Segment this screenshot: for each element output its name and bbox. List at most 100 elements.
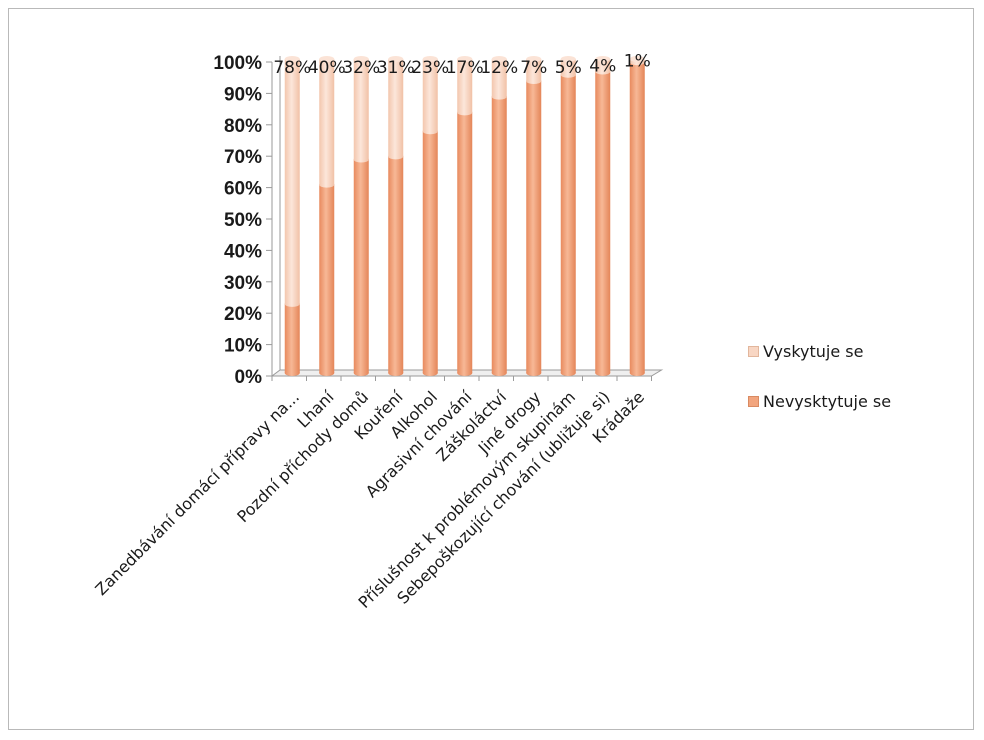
bar-vyskytuje <box>284 56 300 307</box>
legend-item-nevyskytuje: Nevysktytuje se <box>748 390 891 412</box>
bar-vyskytuje-body <box>526 59 542 81</box>
y-tick-label: 50% <box>224 210 262 231</box>
bar-vyskytuje-top <box>457 56 473 62</box>
bar-vyskytuje-body <box>284 59 300 304</box>
bar-nevyskytuje <box>422 128 438 376</box>
bar-vyskytuje-bottom <box>353 156 369 163</box>
bar-nevyskytuje <box>629 59 645 376</box>
y-tick-label: 80% <box>224 116 262 137</box>
bar-vyskytuje-body <box>491 59 507 97</box>
bar-vyskytuje-top <box>388 56 404 62</box>
legend-swatch-vyskytuje <box>748 345 759 357</box>
legend-label-vyskytuje: Vyskytuje se <box>763 341 864 361</box>
bar-nevyskytuje-body <box>457 112 473 373</box>
bar-vyskytuje <box>560 56 576 78</box>
data-label: 4% <box>589 56 616 76</box>
bar-vyskytuje-bottom <box>319 181 335 188</box>
legend-swatch-nevyskytuje <box>748 395 759 407</box>
bar-vyskytuje <box>319 56 335 188</box>
bar-vyskytuje-top <box>526 56 542 62</box>
y-tick-label: 90% <box>224 84 262 105</box>
y-tick-label: 30% <box>224 273 262 294</box>
bar-vyskytuje-top <box>629 56 645 62</box>
chart-area <box>8 8 974 730</box>
bar-vyskytuje <box>422 56 438 135</box>
data-label: 23% <box>411 58 449 78</box>
bar-nevyskytuje <box>284 300 300 376</box>
bar-nevyskytuje-bottom <box>422 370 438 376</box>
bar-vyskytuje-top <box>353 56 369 62</box>
bar-nevyskytuje-body <box>595 71 611 373</box>
data-label: 7% <box>520 58 547 78</box>
bar-nevyskytuje-bottom <box>629 370 645 376</box>
bar-vyskytuje <box>491 56 507 100</box>
bar-vyskytuje-bottom <box>284 300 300 307</box>
bar-nevyskytuje-body <box>422 131 438 373</box>
bar-nevyskytuje-body <box>388 156 404 373</box>
bar-vyskytuje-body <box>560 59 576 75</box>
bar-nevyskytuje-bottom <box>491 370 507 376</box>
bar-vyskytuje-top <box>595 56 611 62</box>
bar-nevyskytuje <box>457 109 473 376</box>
bar-nevyskytuje <box>526 77 542 376</box>
bar-vyskytuje-bottom <box>422 128 438 135</box>
bar-nevyskytuje <box>560 71 576 376</box>
bar-vyskytuje-top <box>319 56 335 62</box>
legend: Vyskytuje se Nevysktytuje se <box>748 340 891 440</box>
bar-nevyskytuje-bottom <box>388 370 404 376</box>
data-label: 32% <box>342 58 380 78</box>
data-label: 31% <box>377 58 415 78</box>
bar-nevyskytuje-body <box>491 96 507 374</box>
bar-vyskytuje-top <box>491 56 507 62</box>
bar-nevyskytuje-bottom <box>560 370 576 376</box>
bar-vyskytuje-top <box>284 56 300 62</box>
bar-nevyskytuje-body <box>284 303 300 373</box>
bar-nevyskytuje-bottom <box>353 370 369 376</box>
bar-vyskytuje-body <box>388 59 404 157</box>
bar-nevyskytuje <box>353 156 369 376</box>
bar-nevyskytuje <box>319 181 335 376</box>
bar-vyskytuje-body <box>353 59 369 160</box>
bar-vyskytuje <box>353 56 369 163</box>
y-tick-label: 40% <box>224 241 262 262</box>
bar-vyskytuje-top <box>560 56 576 62</box>
bar-vyskytuje <box>595 56 611 75</box>
bar-vyskytuje-body <box>422 59 438 132</box>
bar-vyskytuje-top <box>422 56 438 62</box>
bar-nevyskytuje-bottom <box>284 370 300 376</box>
bar-nevyskytuje-body <box>353 159 369 373</box>
bar-nevyskytuje <box>595 68 611 376</box>
y-tick-label: 10% <box>224 336 262 357</box>
bar-vyskytuje-bottom <box>388 153 404 160</box>
bar-nevyskytuje-body <box>319 184 335 373</box>
bars <box>284 56 645 376</box>
bar-vyskytuje-body <box>595 59 611 72</box>
bar-vyskytuje <box>388 56 404 160</box>
y-tick-label: 100% <box>213 53 262 74</box>
bar-vyskytuje-bottom <box>491 93 507 100</box>
bar-vyskytuje <box>629 56 645 66</box>
axes: 0%10%20%30%40%50%60%70%80%90%100%Zanedbá… <box>91 53 664 612</box>
bar-vyskytuje <box>526 56 542 84</box>
bar-nevyskytuje-bottom <box>457 370 473 376</box>
bar-vyskytuje <box>457 56 473 116</box>
data-label: 1% <box>624 52 651 72</box>
data-label: 40% <box>308 58 346 78</box>
bar-nevyskytuje-body <box>560 74 576 373</box>
bar-vyskytuje-bottom <box>560 71 576 78</box>
bar-nevyskytuje-body <box>629 62 645 373</box>
bar-vyskytuje-bottom <box>457 109 473 116</box>
y-tick-label: 0% <box>235 367 263 388</box>
data-labels: 78%40%32%31%23%17%12% 7% 5% 4% 1% <box>273 52 650 78</box>
bar-nevyskytuje-body <box>526 80 542 373</box>
bar-vyskytuje-bottom <box>526 77 542 84</box>
data-label: 78% <box>273 58 311 78</box>
bar-vyskytuje-body <box>457 59 473 113</box>
y-tick-label: 70% <box>224 147 262 168</box>
legend-label-nevyskytuje: Nevysktytuje se <box>763 391 892 411</box>
data-label: 5% <box>555 58 582 78</box>
bar-vyskytuje-body <box>319 59 335 185</box>
y-tick-label: 20% <box>224 304 262 325</box>
data-label: 12% <box>480 58 518 78</box>
